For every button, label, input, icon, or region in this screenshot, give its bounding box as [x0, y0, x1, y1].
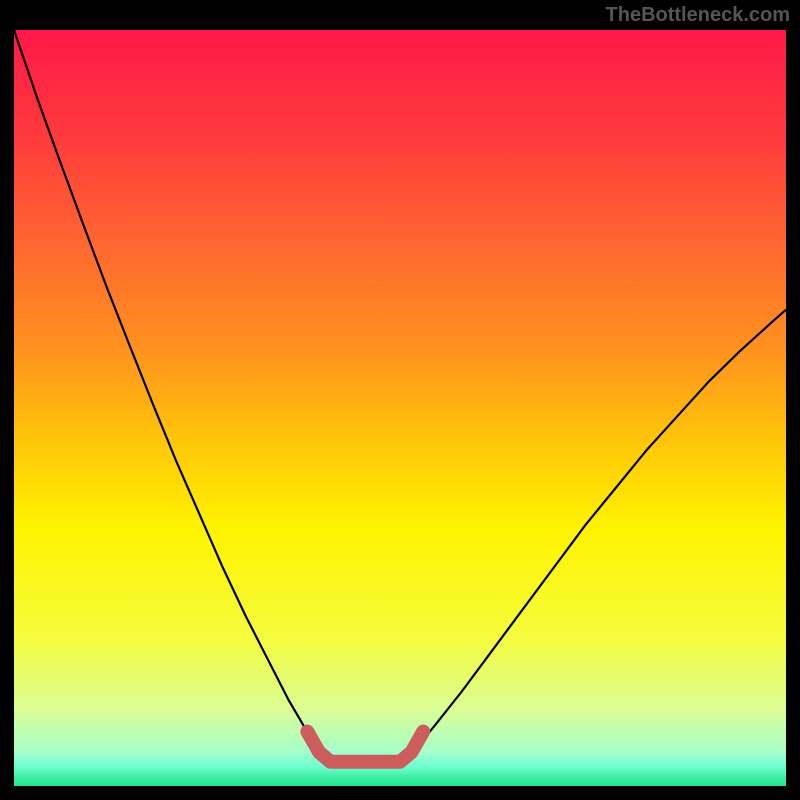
gradient-background — [14, 30, 786, 786]
plot-area — [14, 30, 786, 786]
chart-container: TheBottleneck.com — [0, 0, 800, 800]
watermark-text: TheBottleneck.com — [606, 4, 790, 27]
plot-svg — [14, 30, 786, 786]
